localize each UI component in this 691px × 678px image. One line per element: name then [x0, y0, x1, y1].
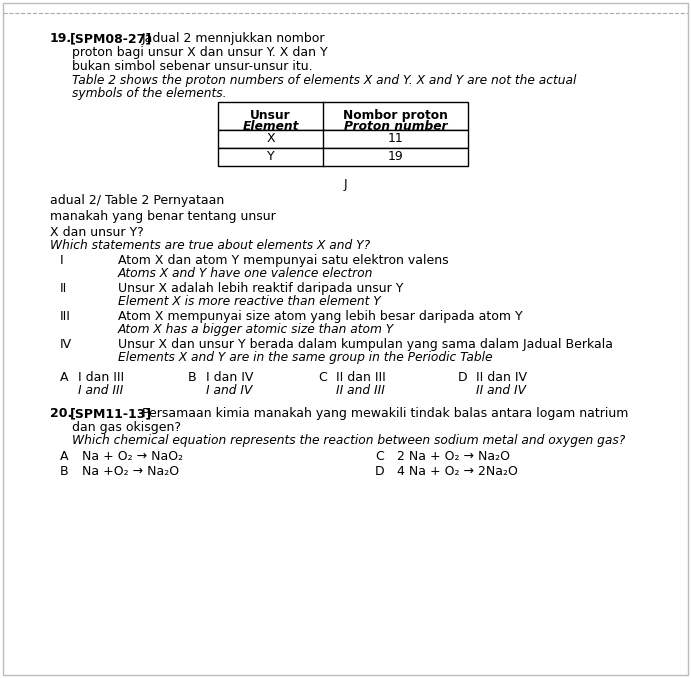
Text: X dan unsur Y?: X dan unsur Y?: [50, 226, 144, 239]
Text: Proton number: Proton number: [343, 120, 447, 133]
Text: Unsur X dan unsur Y berada dalam kumpulan yang sama dalam Jadual Berkala: Unsur X dan unsur Y berada dalam kumpula…: [118, 338, 613, 351]
Text: D: D: [458, 371, 468, 384]
Text: Which chemical equation represents the reaction between sodium metal and oxygen : Which chemical equation represents the r…: [72, 434, 625, 447]
Text: 20.: 20.: [50, 407, 73, 420]
Text: II: II: [60, 282, 67, 295]
Text: adual 2/ Table 2 Pernyataan: adual 2/ Table 2 Pernyataan: [50, 194, 225, 207]
Bar: [218, 102, 468, 130]
Text: II and III: II and III: [336, 384, 385, 397]
Text: D: D: [375, 465, 385, 478]
Text: A: A: [60, 450, 68, 463]
Text: Which statements are true about elements X and Y?: Which statements are true about elements…: [50, 239, 370, 252]
Text: dan gas okisgen?: dan gas okisgen?: [72, 421, 181, 434]
Text: [SPM08-27]: [SPM08-27]: [70, 32, 152, 45]
Text: C: C: [375, 450, 384, 463]
Text: I and III: I and III: [78, 384, 123, 397]
Text: Atom X has a bigger atomic size than atom Y: Atom X has a bigger atomic size than ato…: [118, 323, 395, 336]
Text: X: X: [266, 132, 275, 146]
Text: Nombor proton: Nombor proton: [343, 109, 448, 122]
Text: Na +O₂ → Na₂O: Na +O₂ → Na₂O: [82, 465, 179, 478]
Bar: [218, 130, 468, 148]
Text: Persamaan kimia manakah yang mewakili tindak balas antara logam natrium: Persamaan kimia manakah yang mewakili ti…: [142, 407, 628, 420]
Text: Atoms X and Y have one valence electron: Atoms X and Y have one valence electron: [118, 267, 373, 280]
Text: C: C: [318, 371, 327, 384]
Text: II dan III: II dan III: [336, 371, 386, 384]
Text: Atom X dan atom Y mempunyai satu elektron valens: Atom X dan atom Y mempunyai satu elektro…: [118, 254, 448, 267]
Text: II and IV: II and IV: [476, 384, 526, 397]
Text: Element X is more reactive than element Y: Element X is more reactive than element …: [118, 295, 381, 308]
Text: B: B: [60, 465, 68, 478]
Text: I dan IV: I dan IV: [206, 371, 254, 384]
Text: Atom X mempunyai size atom yang lebih besar daripada atom Y: Atom X mempunyai size atom yang lebih be…: [118, 310, 522, 323]
Text: B: B: [188, 371, 197, 384]
Text: J: J: [343, 178, 347, 191]
Text: symbols of the elements.: symbols of the elements.: [72, 87, 227, 100]
Text: III: III: [60, 310, 71, 323]
Text: 2 Na + O₂ → Na₂O: 2 Na + O₂ → Na₂O: [397, 450, 510, 463]
Text: [SPM11-13]: [SPM11-13]: [70, 407, 152, 420]
Text: 19.: 19.: [50, 32, 72, 45]
Text: Na + O₂ → NaO₂: Na + O₂ → NaO₂: [82, 450, 183, 463]
Text: 4 Na + O₂ → 2Na₂O: 4 Na + O₂ → 2Na₂O: [397, 465, 518, 478]
Text: 11: 11: [388, 132, 404, 146]
Text: Y: Y: [267, 151, 274, 163]
Text: I: I: [60, 254, 64, 267]
Text: I dan III: I dan III: [78, 371, 124, 384]
Text: proton bagi unsur X dan unsur Y. X dan Y: proton bagi unsur X dan unsur Y. X dan Y: [72, 46, 328, 59]
Text: Element: Element: [243, 120, 299, 133]
Text: II dan IV: II dan IV: [476, 371, 527, 384]
Text: IV: IV: [60, 338, 72, 351]
Bar: [218, 148, 468, 166]
Text: bukan simbol sebenar unsur-unsur itu.: bukan simbol sebenar unsur-unsur itu.: [72, 60, 312, 73]
Text: I and IV: I and IV: [206, 384, 252, 397]
Text: manakah yang benar tentang unsur: manakah yang benar tentang unsur: [50, 210, 276, 223]
Text: A: A: [60, 371, 68, 384]
Text: Unsur X adalah lebih reaktif daripada unsur Y: Unsur X adalah lebih reaktif daripada un…: [118, 282, 404, 295]
Text: 19: 19: [388, 151, 404, 163]
Text: Table 2 shows the proton numbers of elements X and Y. X and Y are not the actual: Table 2 shows the proton numbers of elem…: [72, 74, 576, 87]
Text: Unsur: Unsur: [250, 109, 291, 122]
Text: Jadual 2 mennjukkan nombor: Jadual 2 mennjukkan nombor: [142, 32, 325, 45]
Text: Elements X and Y are in the same group in the Periodic Table: Elements X and Y are in the same group i…: [118, 351, 493, 364]
